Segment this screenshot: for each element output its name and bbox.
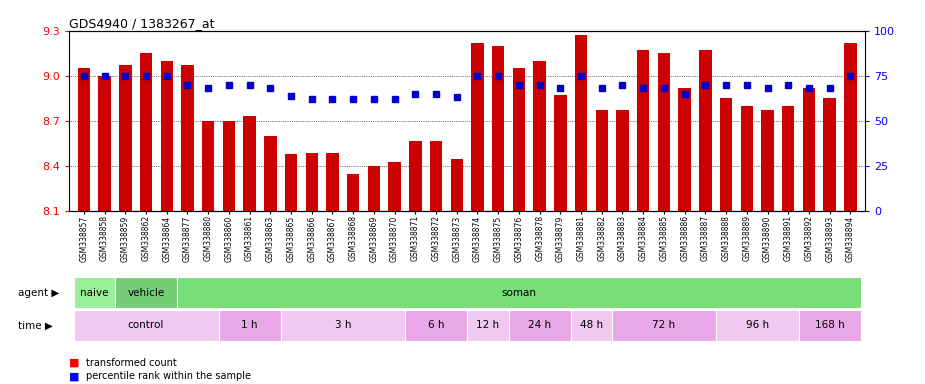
Text: naive: naive	[80, 288, 108, 298]
Bar	[574, 35, 587, 211]
Bar	[554, 95, 566, 211]
Bar	[285, 154, 297, 211]
Text: GDS4940 / 1383267_at: GDS4940 / 1383267_at	[69, 17, 215, 30]
Bar	[492, 46, 504, 211]
Bar	[243, 116, 256, 211]
Text: 24 h: 24 h	[528, 320, 551, 331]
Bar	[803, 88, 815, 211]
Bar	[73, 310, 218, 341]
Bar	[140, 53, 153, 211]
Bar	[678, 88, 691, 211]
Bar	[741, 106, 753, 211]
Text: transformed count: transformed count	[86, 358, 177, 368]
Bar	[78, 68, 90, 211]
Bar	[177, 277, 861, 308]
Bar	[716, 310, 798, 341]
Bar	[658, 53, 670, 211]
Bar	[798, 310, 861, 341]
Text: soman: soman	[501, 288, 536, 298]
Text: time ▶: time ▶	[18, 320, 54, 331]
Text: vehicle: vehicle	[128, 288, 165, 298]
Bar	[845, 43, 857, 211]
Bar	[305, 152, 318, 211]
Bar	[471, 43, 484, 211]
Text: 1 h: 1 h	[241, 320, 258, 331]
Text: ■: ■	[69, 358, 80, 368]
Bar	[388, 162, 401, 211]
Bar	[782, 106, 795, 211]
Bar	[571, 310, 612, 341]
Bar	[823, 98, 836, 211]
Bar	[119, 65, 131, 211]
Bar	[534, 61, 546, 211]
Bar	[612, 310, 716, 341]
Text: percentile rank within the sample: percentile rank within the sample	[86, 371, 251, 381]
Bar	[637, 50, 649, 211]
Bar	[699, 50, 711, 211]
Text: 12 h: 12 h	[476, 320, 500, 331]
Bar	[450, 159, 463, 211]
Bar	[327, 152, 339, 211]
Bar	[467, 310, 509, 341]
Bar	[265, 136, 277, 211]
Bar	[223, 121, 235, 211]
Text: ■: ■	[69, 371, 80, 381]
Bar	[409, 141, 422, 211]
Bar	[218, 310, 280, 341]
Text: control: control	[128, 320, 165, 331]
Text: 6 h: 6 h	[427, 320, 444, 331]
Text: 96 h: 96 h	[746, 320, 769, 331]
Bar	[98, 76, 111, 211]
Bar	[202, 121, 215, 211]
Text: 168 h: 168 h	[815, 320, 845, 331]
Text: 72 h: 72 h	[652, 320, 675, 331]
Bar	[512, 68, 525, 211]
Bar	[405, 310, 467, 341]
Bar	[509, 310, 571, 341]
Bar	[616, 111, 629, 211]
Bar	[367, 166, 380, 211]
Bar	[596, 111, 608, 211]
Text: 48 h: 48 h	[580, 320, 603, 331]
Bar	[280, 310, 405, 341]
Text: 3 h: 3 h	[335, 320, 352, 331]
Bar	[430, 141, 442, 211]
Bar	[115, 277, 177, 308]
Bar	[347, 174, 360, 211]
Bar	[181, 65, 193, 211]
Bar	[720, 98, 733, 211]
Bar	[161, 61, 173, 211]
Text: agent ▶: agent ▶	[18, 288, 60, 298]
Bar	[761, 111, 773, 211]
Bar	[73, 277, 115, 308]
